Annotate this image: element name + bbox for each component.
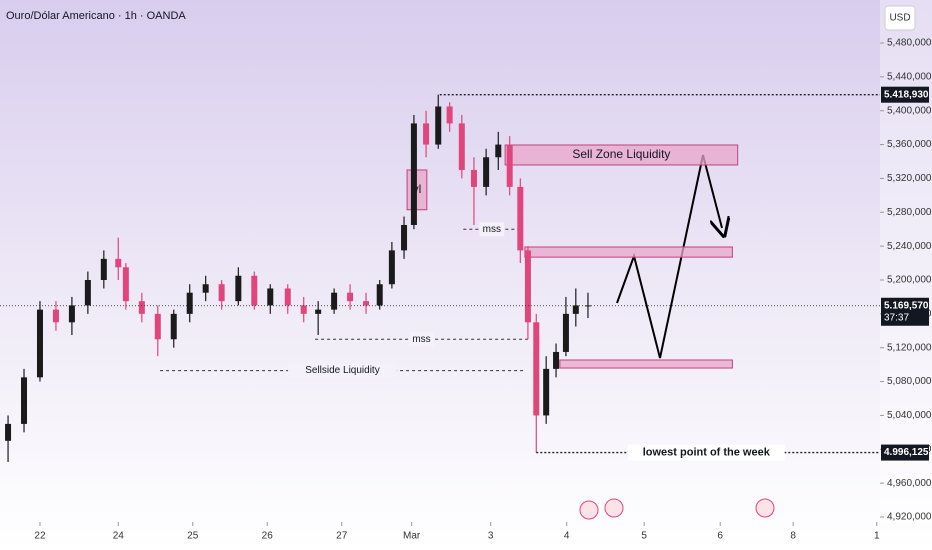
chart-title: Ouro/Dólar Americano · 1h · OANDA xyxy=(6,10,186,22)
y-tick-label: 5,440,000 xyxy=(887,71,932,82)
candle-body xyxy=(553,351,560,369)
candle-body xyxy=(68,305,75,323)
candle-body xyxy=(21,377,28,424)
level-label-bg xyxy=(409,332,434,347)
currency: USD xyxy=(889,13,910,24)
candle-body xyxy=(52,309,59,323)
y-tick-label: 5,400,000 xyxy=(887,105,932,116)
candle-body xyxy=(388,250,395,285)
x-tick-label: 24 xyxy=(113,531,125,542)
candle-body xyxy=(423,123,430,145)
level-label: mss xyxy=(483,224,501,235)
candle-body xyxy=(524,250,531,323)
candle-body xyxy=(410,123,417,225)
candle-body xyxy=(483,157,490,187)
price-label-bg xyxy=(881,444,929,461)
price-label-bg xyxy=(881,297,929,326)
zone-label: Sell Zone Liquidity xyxy=(572,147,670,161)
candle-body xyxy=(218,284,225,302)
y-tick-label: 4,960,000 xyxy=(887,478,932,489)
candle-body xyxy=(36,309,43,378)
x-tick-label: 6 xyxy=(717,531,723,542)
price-label-bg xyxy=(881,86,929,103)
candle-body xyxy=(115,258,122,268)
price-timer: 37:37 xyxy=(884,312,909,323)
candle-body xyxy=(138,301,145,314)
candle-body xyxy=(154,313,161,340)
x-tick-label: 8 xyxy=(790,531,796,542)
event-icon xyxy=(755,498,775,518)
zone xyxy=(524,246,733,258)
y-tick-label: 5,080,000 xyxy=(887,376,932,387)
candle-body xyxy=(584,305,591,307)
y-tick-label: 5,200,000 xyxy=(887,275,932,286)
x-tick-label: 22 xyxy=(34,531,46,542)
candle-body xyxy=(458,123,465,170)
price-line-text: lowest point of the week xyxy=(643,446,771,458)
candle-body xyxy=(495,144,502,158)
currency-box xyxy=(884,5,916,31)
candle-body xyxy=(517,186,524,251)
level-label: mss xyxy=(412,334,430,345)
candle-body xyxy=(401,224,408,251)
level-label: Sellside Liquidity xyxy=(305,365,380,376)
candle-body xyxy=(347,292,354,302)
y-tick-label: 5,480,000 xyxy=(887,38,932,49)
candle-body xyxy=(562,313,569,352)
candle-body xyxy=(186,292,193,314)
candle-body xyxy=(251,275,258,306)
price-label: 4.996,125 xyxy=(884,447,929,458)
candle-body xyxy=(506,144,513,187)
y-tick-label: 5,360,000 xyxy=(887,139,932,150)
candle-body xyxy=(376,284,383,306)
candle-body xyxy=(363,301,370,306)
candle-body xyxy=(300,305,307,314)
y-tick-label: 5,320,000 xyxy=(887,173,932,184)
x-tick-label: 27 xyxy=(336,531,348,542)
zone xyxy=(504,144,739,166)
candle-body xyxy=(446,106,453,124)
y-tick-label: 5,280,000 xyxy=(887,207,932,218)
candle-body xyxy=(435,106,442,145)
candle-body xyxy=(122,267,129,302)
y-tick-label: 5,040,000 xyxy=(887,410,932,421)
y-tick-label: 5,240,000 xyxy=(887,241,932,252)
candle-body xyxy=(284,288,291,306)
event-icon xyxy=(604,498,624,518)
projection-arrow xyxy=(616,154,722,359)
zone xyxy=(559,359,733,369)
price-label: 5.418,930 xyxy=(884,89,929,100)
x-tick-label: 5 xyxy=(641,531,647,542)
y-tick-label: 5,120,000 xyxy=(887,342,932,353)
price-label: 5.169,570 xyxy=(884,300,929,311)
level-label-bg xyxy=(288,363,397,378)
y-tick-label: 4,920,000 xyxy=(887,512,932,523)
candle-body xyxy=(543,368,550,416)
candle-body xyxy=(533,322,540,416)
x-tick-label: 4 xyxy=(564,531,570,542)
candle-body xyxy=(100,258,107,281)
x-tick-label: 26 xyxy=(262,531,274,542)
candle-body xyxy=(5,423,12,441)
x-tick-label: 3 xyxy=(488,531,494,542)
x-tick-label: 25 xyxy=(187,531,199,542)
level-label-bg xyxy=(479,222,505,237)
candle-body xyxy=(470,169,477,187)
candle-body xyxy=(267,288,274,306)
candle-body xyxy=(315,309,322,314)
candle-body xyxy=(235,275,242,302)
candle-body xyxy=(84,280,91,306)
x-tick-label: Mar xyxy=(403,531,421,542)
price-line-text-bg xyxy=(627,444,785,461)
candle-body xyxy=(202,284,209,293)
event-icon xyxy=(579,500,599,520)
x-tick-label: 1 xyxy=(874,531,880,542)
zone-label: vl xyxy=(413,182,422,196)
candle-body xyxy=(331,292,338,310)
candle-body xyxy=(170,313,177,340)
candle-body xyxy=(572,305,579,314)
